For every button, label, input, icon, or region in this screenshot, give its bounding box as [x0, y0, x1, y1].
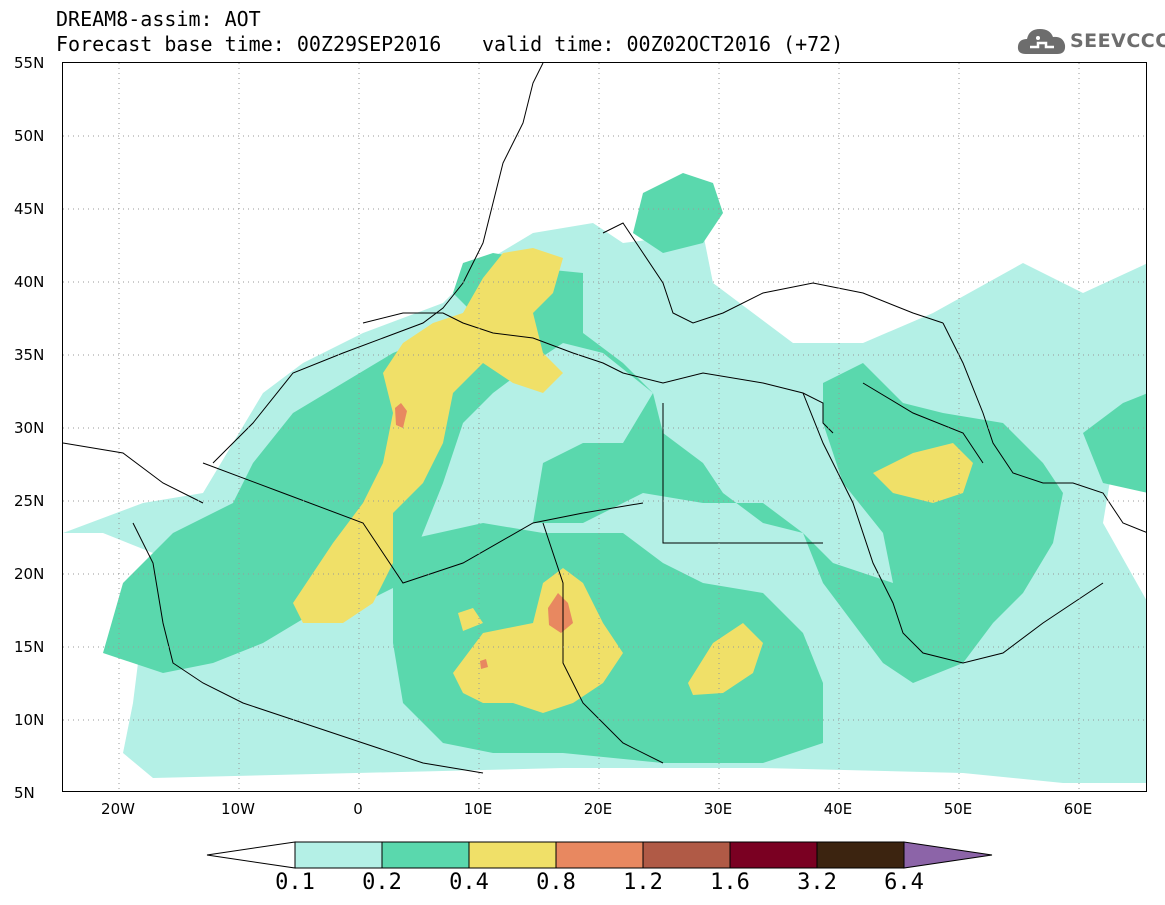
- lon-label: 30E: [703, 800, 733, 818]
- lon-label: 10W: [221, 800, 255, 818]
- map-title: DREAM8-assim: AOT: [56, 7, 261, 31]
- colorbar-under-arrow: [206, 841, 296, 869]
- seevccc-logo: SEEVCCC: [1016, 22, 1165, 58]
- lon-label: 40E: [823, 800, 853, 818]
- lat-label: 10N: [14, 711, 45, 729]
- lat-label: 5N: [14, 784, 35, 802]
- lon-label: 10E: [463, 800, 493, 818]
- lon-label: 50E: [943, 800, 973, 818]
- cloud-icon: [1017, 29, 1066, 54]
- lon-label: 60E: [1063, 800, 1093, 818]
- lat-label: 50N: [14, 127, 45, 145]
- colorbar-swatch: [294, 841, 383, 869]
- valid-time: valid time: 00Z02OCT2016 (+72): [482, 32, 844, 56]
- colorbar-swatch: [816, 841, 905, 869]
- colorbar-swatch: [729, 841, 818, 869]
- colorbar-swatch: [381, 841, 470, 869]
- lat-label: 25N: [14, 492, 45, 510]
- lat-label: 35N: [14, 346, 45, 364]
- lat-label: 55N: [14, 54, 45, 72]
- lon-label: 20W: [101, 800, 135, 818]
- colorbar-swatch: [555, 841, 644, 869]
- colorbar-over-arrow: [903, 841, 993, 869]
- colorbar-tick-label: 1.2: [623, 870, 663, 895]
- lat-label: 45N: [14, 200, 45, 218]
- colorbar-tick-label: 6.4: [884, 870, 924, 895]
- colorbar-tick-label: 0.4: [449, 870, 489, 895]
- colorbar-tick-label: 0.2: [362, 870, 402, 895]
- aot-band-0.8: [395, 403, 573, 669]
- colorbar-tick-label: 0.8: [536, 870, 576, 895]
- logo-text: SEEVCCC: [1070, 30, 1165, 52]
- lon-label: 0: [353, 800, 363, 818]
- aot-band-0.4: [293, 248, 973, 713]
- lat-label: 20N: [14, 565, 45, 583]
- colorbar-tick-label: 1.6: [710, 870, 750, 895]
- aot-map: [63, 63, 1146, 791]
- colorbar-tick-label: 0.1: [275, 870, 315, 895]
- lat-label: 15N: [14, 638, 45, 656]
- colorbar: [206, 841, 993, 869]
- lat-label: 40N: [14, 273, 45, 291]
- forecast-base-time: Forecast base time: 00Z29SEP2016: [56, 32, 442, 56]
- map-area: [62, 62, 1147, 792]
- graticule: [63, 63, 1146, 791]
- lat-label: 30N: [14, 419, 45, 437]
- lon-label: 20E: [583, 800, 613, 818]
- coastlines: [63, 63, 1146, 774]
- colorbar-swatch: [468, 841, 557, 869]
- colorbar-swatch: [642, 841, 731, 869]
- colorbar-tick-label: 3.2: [797, 870, 837, 895]
